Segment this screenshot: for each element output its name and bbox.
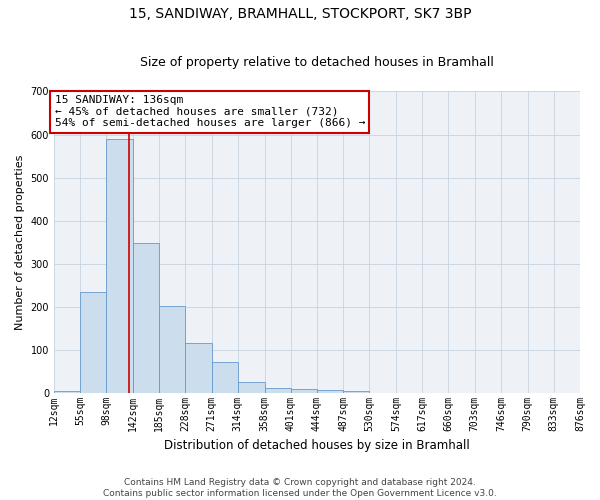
Bar [265, 388, 291, 393]
Bar [80, 292, 106, 393]
Bar [291, 390, 317, 393]
Bar [343, 391, 370, 393]
Text: 15, SANDIWAY, BRAMHALL, STOCKPORT, SK7 3BP: 15, SANDIWAY, BRAMHALL, STOCKPORT, SK7 3… [129, 8, 471, 22]
X-axis label: Distribution of detached houses by size in Bramhall: Distribution of detached houses by size … [164, 440, 470, 452]
Text: 15 SANDIWAY: 136sqm
← 45% of detached houses are smaller (732)
54% of semi-detac: 15 SANDIWAY: 136sqm ← 45% of detached ho… [55, 95, 365, 128]
Bar [133, 243, 159, 393]
Bar [54, 391, 80, 393]
Bar [238, 382, 265, 393]
Bar [106, 139, 133, 393]
Y-axis label: Number of detached properties: Number of detached properties [15, 154, 25, 330]
Title: Size of property relative to detached houses in Bramhall: Size of property relative to detached ho… [140, 56, 494, 70]
Bar [185, 343, 212, 393]
Bar [317, 390, 343, 393]
Text: Contains HM Land Registry data © Crown copyright and database right 2024.
Contai: Contains HM Land Registry data © Crown c… [103, 478, 497, 498]
Bar [159, 306, 185, 393]
Bar [212, 362, 238, 393]
